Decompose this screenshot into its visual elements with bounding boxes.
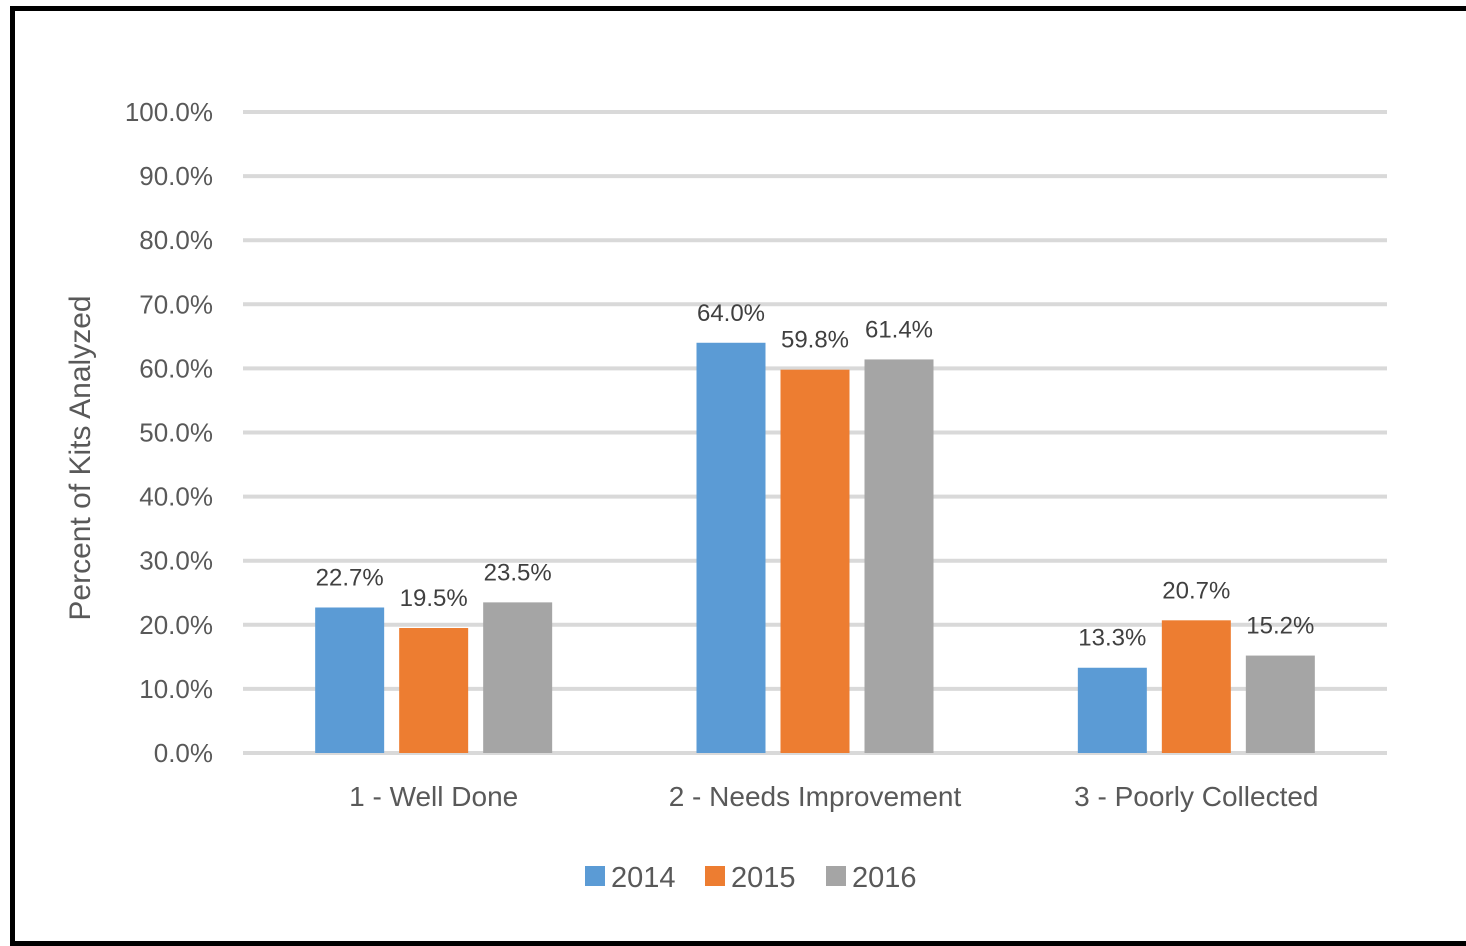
bar-2016 [483,602,553,753]
y-tick-label: 60.0% [139,353,213,383]
legend: 2014 2015 2016 [585,862,917,894]
y-tick-label: 30.0% [139,546,213,576]
y-tick-label: 90.0% [139,161,213,191]
legend-label: 2015 [731,862,796,894]
data-label: 20.7% [1162,577,1230,604]
bar-2014 [696,342,766,753]
category-label: 2 - Needs Improvement [669,781,962,812]
y-axis-label: Percent of Kits Analyzed [64,295,97,620]
y-tick-label: 70.0% [139,289,213,319]
y-tick-label: 10.0% [139,674,213,704]
y-tick-label: 100.0% [125,97,213,127]
y-tick-label: 50.0% [139,418,213,448]
bar-2015 [780,369,850,753]
legend-item-2016: 2016 [826,862,917,894]
data-labels: 22.7% 19.5% 23.5% 64.0% 59.8% 61.4% 13.3% 20.7%… [316,300,1315,652]
data-label: 64.0% [697,300,765,327]
bar-2014 [1077,667,1147,753]
legend-swatch [705,866,725,886]
data-label: 15.2% [1246,613,1314,640]
y-tick-label: 80.0% [139,225,213,255]
bar-2014 [315,607,385,753]
y-axis-ticks: 0.0% 10.0% 20.0% 30.0% 40.0% 50.0% 60.0% 70.0% 8… [125,97,213,768]
bar-2015 [1161,620,1231,753]
data-label: 22.7% [316,564,384,591]
bar-2016 [864,359,934,753]
x-axis-categories: 1 - Well Done 2 - Needs Improvement 3 - Po… [349,781,1318,812]
data-label: 13.3% [1078,625,1146,652]
bar-2016 [1245,655,1315,753]
legend-item-2015: 2015 [705,862,796,894]
y-tick-label: 0.0% [154,738,213,768]
legend-label: 2016 [852,862,917,894]
legend-swatch [826,866,846,886]
bars [315,342,1315,753]
data-label: 59.8% [781,327,849,354]
data-label: 23.5% [484,559,552,586]
category-label: 1 - Well Done [349,781,518,812]
y-tick-label: 40.0% [139,482,213,512]
data-label: 19.5% [400,585,468,612]
data-label: 61.4% [865,316,933,343]
legend-label: 2014 [611,862,676,894]
legend-swatch [585,866,605,886]
y-tick-label: 20.0% [139,610,213,640]
category-label: 3 - Poorly Collected [1074,781,1318,812]
legend-item-2014: 2014 [585,862,676,894]
bar-2015 [399,628,469,753]
